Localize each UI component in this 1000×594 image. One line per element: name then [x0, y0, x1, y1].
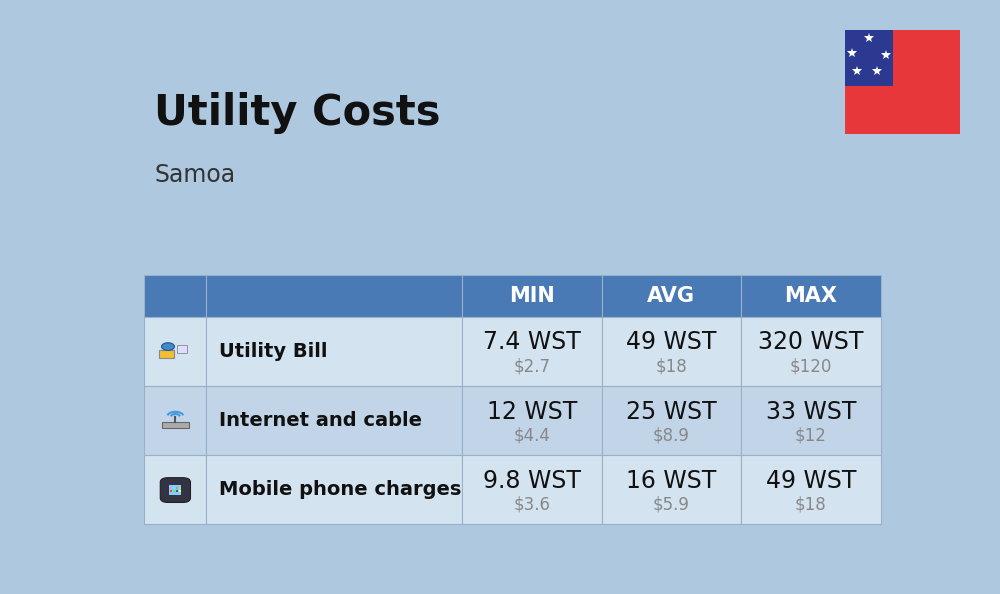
Bar [741, 455, 881, 524]
Bar [845, 30, 893, 86]
Text: Utility Bill: Utility Bill [219, 342, 327, 361]
Bar [170, 490, 172, 492]
Text: $4.4: $4.4 [513, 426, 550, 445]
Text: 49 WST: 49 WST [766, 469, 856, 492]
Circle shape [162, 343, 174, 350]
Text: $2.7: $2.7 [513, 358, 550, 375]
Bar [159, 350, 174, 358]
Bar [602, 317, 741, 386]
Bar [144, 386, 206, 455]
Text: 16 WST: 16 WST [626, 469, 717, 492]
Bar [173, 490, 175, 492]
Bar [602, 455, 741, 524]
Bar [176, 486, 178, 489]
Text: $18: $18 [795, 496, 827, 514]
Bar [462, 317, 602, 386]
Text: $120: $120 [790, 358, 832, 375]
Text: MIN: MIN [509, 286, 555, 306]
Bar [176, 490, 178, 492]
FancyBboxPatch shape [160, 478, 190, 503]
Text: $8.9: $8.9 [653, 426, 690, 445]
Text: 25 WST: 25 WST [626, 400, 717, 424]
Bar [179, 490, 181, 492]
Text: Utility Costs: Utility Costs [154, 92, 441, 134]
Bar [206, 386, 462, 455]
Bar [741, 275, 881, 317]
Bar [179, 486, 181, 489]
Text: 7.4 WST: 7.4 WST [483, 330, 581, 355]
Text: $12: $12 [795, 426, 827, 445]
Bar [462, 386, 602, 455]
Text: 12 WST: 12 WST [487, 400, 577, 424]
Bar [741, 317, 881, 386]
Bar [602, 275, 741, 317]
Bar [206, 455, 462, 524]
Bar [169, 485, 181, 495]
Text: $3.6: $3.6 [513, 496, 550, 514]
Bar [602, 386, 741, 455]
Bar [462, 455, 602, 524]
Bar [206, 317, 462, 386]
Bar [206, 275, 462, 317]
Text: 9.8 WST: 9.8 WST [483, 469, 581, 492]
Text: MAX: MAX [784, 286, 837, 306]
Text: Mobile phone charges: Mobile phone charges [219, 480, 461, 499]
Bar [144, 317, 206, 386]
Text: 320 WST: 320 WST [758, 330, 864, 355]
Text: AVG: AVG [647, 286, 695, 306]
Text: $5.9: $5.9 [653, 496, 690, 514]
Text: 33 WST: 33 WST [766, 400, 856, 424]
Text: 49 WST: 49 WST [626, 330, 717, 355]
Text: Internet and cable: Internet and cable [219, 411, 422, 430]
Bar [144, 455, 206, 524]
Text: $18: $18 [656, 358, 687, 375]
Bar [741, 386, 881, 455]
Bar [462, 275, 602, 317]
Bar [177, 345, 187, 353]
Text: Samoa: Samoa [154, 163, 236, 187]
Bar [173, 486, 175, 489]
Bar [170, 486, 172, 489]
Bar [162, 422, 189, 428]
Bar [144, 275, 206, 317]
